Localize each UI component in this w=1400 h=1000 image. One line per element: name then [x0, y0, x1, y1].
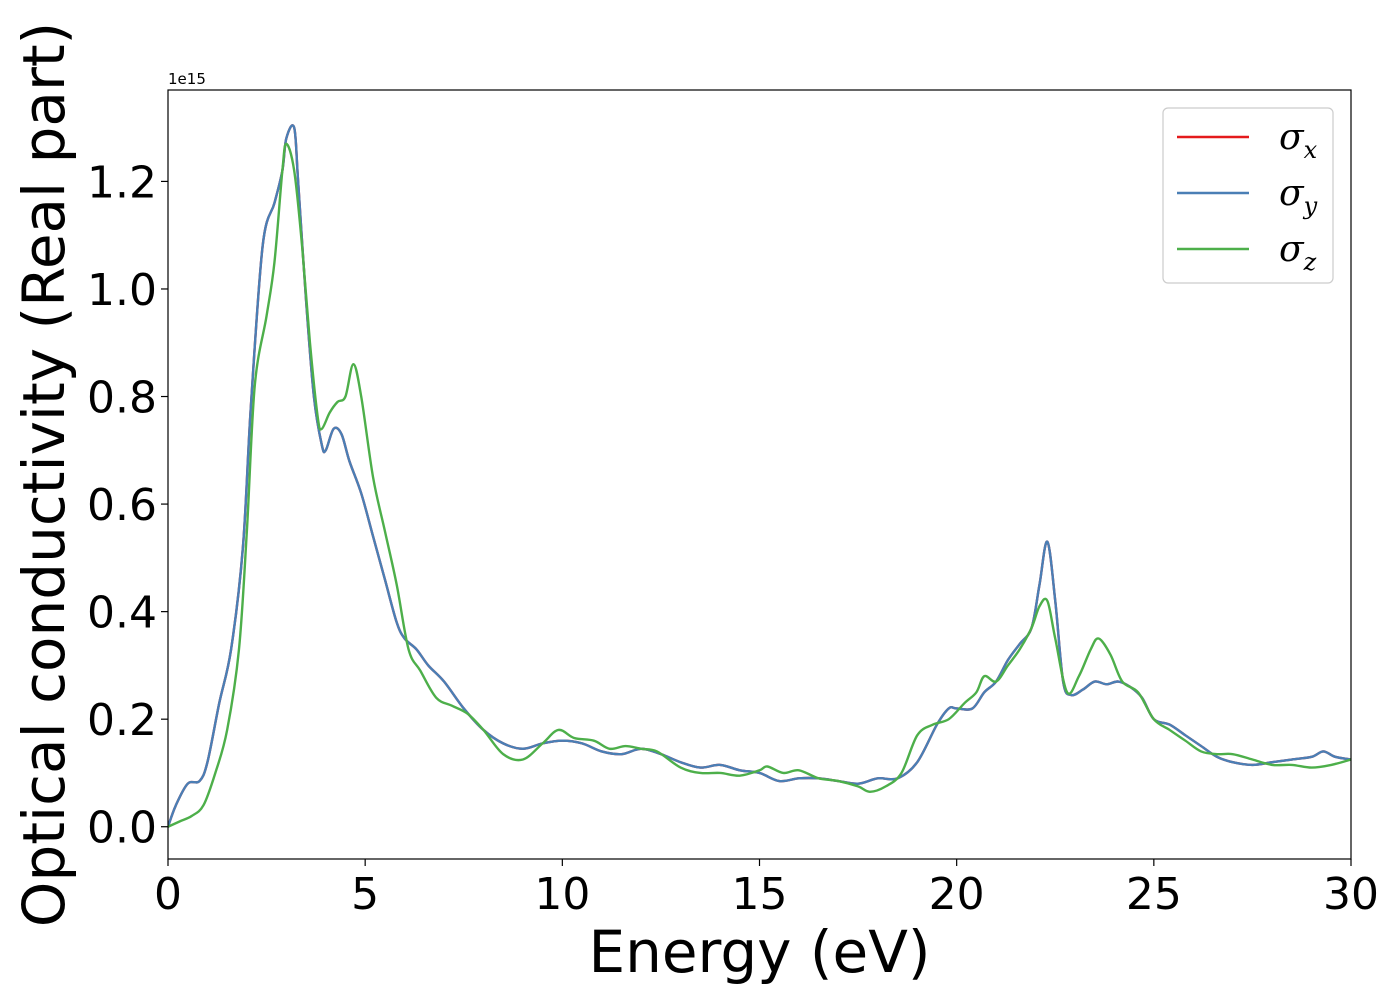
- y-tick-label: 1.0: [87, 265, 157, 316]
- x-tick-label: 15: [732, 869, 788, 920]
- legend-subscript: x: [1304, 136, 1318, 164]
- x-tick-label: 0: [154, 869, 182, 920]
- y-tick-label: 0.6: [87, 480, 157, 531]
- legend-label-x: σx: [1279, 117, 1318, 164]
- legend-subscript: y: [1303, 192, 1318, 220]
- x-tick-label: 20: [929, 869, 985, 920]
- legend-symbol: σ: [1279, 229, 1305, 270]
- y-axis-offset-text: 1e15: [168, 70, 206, 88]
- series-line-z: [168, 142, 1351, 828]
- y-axis-label: Optical conductivity (Real part): [10, 22, 78, 927]
- x-tick-label: 5: [351, 869, 379, 920]
- series-layer: [168, 124, 1351, 828]
- x-tick-label: 10: [534, 869, 590, 920]
- legend-subscript: z: [1303, 248, 1317, 276]
- legend-box: [1162, 107, 1334, 284]
- x-tick-label: 30: [1323, 869, 1379, 920]
- x-axis-ticks: 0 5 10 15 20 25 30: [154, 859, 1379, 920]
- y-tick-label: 0.0: [87, 803, 157, 854]
- y-tick-label: 0.8: [87, 373, 157, 424]
- x-tick-label: 25: [1126, 869, 1182, 920]
- legend-label-z: σz: [1279, 229, 1317, 276]
- y-tick-label: 0.2: [87, 695, 157, 746]
- y-tick-label: 0.4: [87, 588, 157, 639]
- legend-symbol: σ: [1279, 173, 1305, 214]
- y-axis-ticks: 0.0 0.2 0.4 0.6 0.8 1.0 1.2: [87, 157, 168, 854]
- y-tick-label: 1.2: [87, 157, 157, 208]
- legend-label-y: σy: [1279, 173, 1318, 220]
- x-axis-label: Energy (eV): [588, 918, 930, 986]
- legend-symbol: σ: [1279, 117, 1305, 158]
